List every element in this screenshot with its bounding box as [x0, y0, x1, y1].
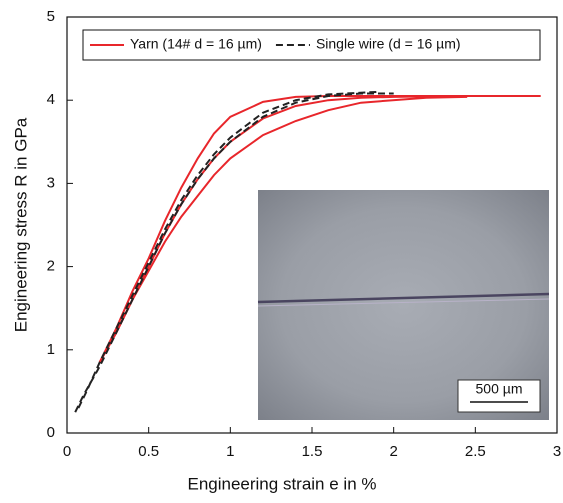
legend-label: Single wire (d = 16 µm) [316, 36, 461, 52]
y-axis-label: Engineering stress R in GPa [11, 117, 30, 332]
series-line [98, 95, 468, 363]
x-tick-label: 1.5 [302, 443, 323, 460]
inset-photo: 500 µm [257, 190, 550, 420]
x-tick-label: 1 [226, 443, 234, 460]
y-tick-label: 4 [47, 91, 55, 108]
y-tick-label: 2 [47, 258, 55, 275]
x-tick-label: 0 [63, 443, 71, 460]
y-tick-label: 0 [47, 424, 55, 441]
scale-bar-label: 500 µm [476, 381, 523, 397]
y-tick-label: 5 [47, 8, 55, 25]
legend [82, 29, 541, 61]
y-tick-label: 3 [47, 174, 55, 191]
series-line [77, 90, 378, 409]
x-tick-label: 2.5 [465, 443, 486, 460]
y-tick-label: 1 [47, 341, 55, 358]
series-line [74, 92, 394, 413]
x-tick-label: 2 [389, 443, 397, 460]
x-tick-label: 3 [553, 443, 561, 460]
x-axis-label: Engineering strain e in % [187, 474, 376, 493]
x-tick-label: 0.5 [138, 443, 159, 460]
legend-label: Yarn (14# d = 16 µm) [130, 36, 262, 52]
